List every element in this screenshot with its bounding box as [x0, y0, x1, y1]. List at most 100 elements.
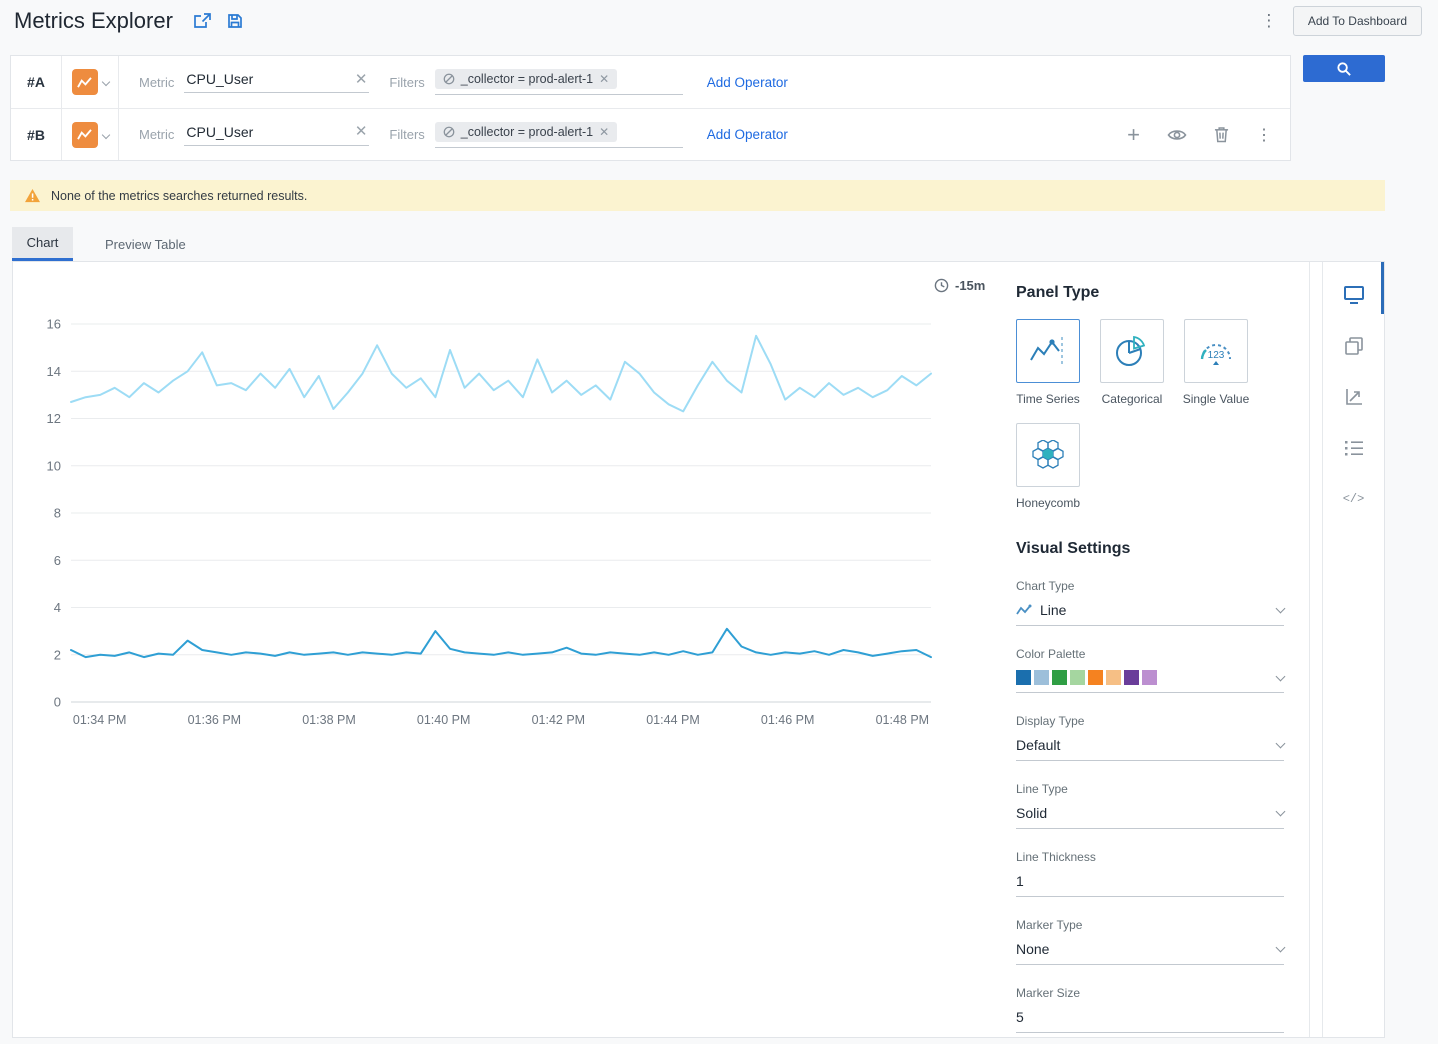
panel-type-honeycomb[interactable] [1016, 423, 1080, 487]
filters-input[interactable]: _collector = prod-alert-1 ✕ [434, 69, 683, 95]
metric-value: CPU_User [186, 71, 254, 87]
display-type-select[interactable]: Default [1016, 737, 1286, 761]
filter-chip-text: _collector = prod-alert-1 [460, 124, 594, 139]
svg-text:10: 10 [47, 458, 61, 473]
panel-type-label: Single Value [1182, 392, 1250, 406]
add-query-icon[interactable]: + [1127, 121, 1140, 147]
line-type-select[interactable]: Solid [1016, 805, 1286, 829]
chevron-down-icon [1275, 738, 1286, 749]
svg-text:16: 16 [47, 317, 61, 332]
copy-icon[interactable] [1342, 335, 1366, 357]
palette-swatch[interactable] [1142, 670, 1157, 685]
marker-size-input[interactable] [1016, 1000, 1284, 1033]
metric-input[interactable]: CPU_User ✕ [184, 123, 370, 146]
clear-metric-icon[interactable]: ✕ [354, 70, 368, 88]
share-icon[interactable] [193, 13, 211, 29]
svg-text:12: 12 [47, 411, 61, 426]
panel-type-label: Categorical [1101, 392, 1163, 406]
row-kebab-icon[interactable]: ⋮ [1256, 126, 1272, 144]
line-thickness-field: Line Thickness [1016, 850, 1284, 897]
metric-type-selector[interactable] [61, 109, 119, 160]
header-kebab-icon[interactable]: ⋮ [1260, 11, 1278, 30]
panel-type-heading: Panel Type [1016, 284, 1100, 301]
panel-type-row-1: Time Series Categorical [1016, 319, 1284, 406]
filter-chip[interactable]: _collector = prod-alert-1 ✕ [434, 69, 618, 89]
search-icon [1337, 61, 1351, 76]
add-to-dashboard-button[interactable]: Add To Dashboard [1292, 6, 1422, 36]
palette-swatch[interactable] [1052, 670, 1067, 685]
add-operator-link[interactable]: Add Operator [706, 127, 788, 142]
palette-swatch[interactable] [1070, 670, 1085, 685]
chart-type-select[interactable]: Line [1016, 602, 1286, 626]
tab-chart[interactable]: Chart [12, 227, 73, 261]
filter-chip[interactable]: _collector = prod-alert-1 ✕ [434, 121, 618, 142]
view-tabs: Chart Preview Table [12, 227, 192, 261]
marker-type-select[interactable]: None [1016, 941, 1286, 965]
eye-icon[interactable] [1167, 128, 1187, 142]
query-card: #A Metric CPU_User ✕ Filters [10, 55, 1291, 161]
palette-swatch[interactable] [1124, 670, 1139, 685]
svg-text:01:44 PM: 01:44 PM [646, 713, 700, 727]
palette-swatch[interactable] [1016, 670, 1031, 685]
header: Metrics Explorer ⋮ Add To Dashboard [0, 0, 1438, 42]
row-actions: + ⋮ [1127, 121, 1272, 147]
chart-axes-icon[interactable] [1342, 386, 1366, 408]
filters-input[interactable]: _collector = prod-alert-1 ✕ [434, 121, 683, 148]
search-button[interactable] [1303, 55, 1385, 82]
time-range[interactable]: -15m [934, 278, 985, 293]
trash-icon[interactable] [1214, 126, 1229, 143]
svg-text:4: 4 [54, 600, 61, 615]
marker-type-label: Marker Type [1016, 918, 1083, 932]
time-series-icon [1030, 337, 1063, 365]
metrics-icon [71, 121, 98, 148]
color-palette-select[interactable] [1016, 670, 1286, 693]
metric-type-selector[interactable] [61, 56, 119, 108]
metrics-line-chart[interactable]: 0 2 4 6 8 10 12 14 16 01:34 PM 01:36 PM 01:38 PM 01:… [19, 304, 949, 744]
panel-type-categorical[interactable] [1100, 319, 1164, 383]
active-view-indicator [1381, 262, 1384, 314]
svg-text:01:34 PM: 01:34 PM [73, 713, 127, 727]
monitor-icon[interactable] [1342, 284, 1366, 306]
chevron-down-icon [1275, 671, 1286, 681]
query-row-label: #B [27, 126, 45, 143]
color-palette-field: Color Palette [1016, 647, 1286, 693]
single-value-icon: 123 [1200, 344, 1231, 365]
display-type-value: Default [1016, 737, 1061, 753]
svg-text:8: 8 [54, 506, 61, 521]
chart-panel: -15m 0 2 4 6 8 10 12 14 16 01:34 PM 01:36 PM 01:38 … [12, 261, 1385, 1038]
exclude-icon [443, 126, 455, 137]
panel-type-label: Time Series [1016, 392, 1080, 406]
save-icon[interactable] [227, 13, 243, 29]
exclude-icon [443, 73, 455, 85]
panel-type-single-value[interactable]: 123 [1184, 319, 1248, 383]
remove-filter-icon[interactable]: ✕ [599, 72, 610, 86]
remove-filter-icon[interactable]: ✕ [599, 124, 610, 139]
legend-list-icon[interactable] [1342, 437, 1366, 459]
svg-text:01:42 PM: 01:42 PM [532, 713, 586, 727]
palette-swatch[interactable] [1106, 670, 1121, 685]
honeycomb-icon [1032, 440, 1064, 469]
metric-input[interactable]: CPU_User ✕ [184, 70, 370, 93]
line-chart-mini-icon [1016, 604, 1032, 615]
color-palette-label: Color Palette [1016, 647, 1086, 661]
add-operator-link[interactable]: Add Operator [706, 74, 788, 90]
line-type-field: Line Type Solid [1016, 782, 1286, 829]
chevron-down-icon [1275, 942, 1286, 953]
svg-text:01:36 PM: 01:36 PM [188, 713, 242, 727]
code-icon[interactable]: </> [1342, 492, 1365, 506]
clear-metric-icon[interactable]: ✕ [354, 123, 368, 140]
page-title: Metrics Explorer [14, 8, 173, 33]
palette-swatch[interactable] [1034, 670, 1049, 685]
metric-label: Metric [139, 127, 175, 142]
line-thickness-input[interactable] [1016, 864, 1284, 897]
warning-icon [25, 188, 40, 203]
panel-type-time-series[interactable] [1016, 319, 1080, 383]
marker-size-label: Marker Size [1016, 986, 1081, 1000]
svg-text:01:48 PM: 01:48 PM [876, 713, 930, 727]
svg-text:6: 6 [54, 553, 61, 568]
query-row-a: #A Metric CPU_User ✕ Filters [11, 56, 1290, 108]
tab-preview-table[interactable]: Preview Table [105, 236, 186, 252]
svg-text:01:38 PM: 01:38 PM [302, 713, 356, 727]
palette-swatch[interactable] [1088, 670, 1103, 685]
chevron-down-icon [101, 77, 110, 87]
